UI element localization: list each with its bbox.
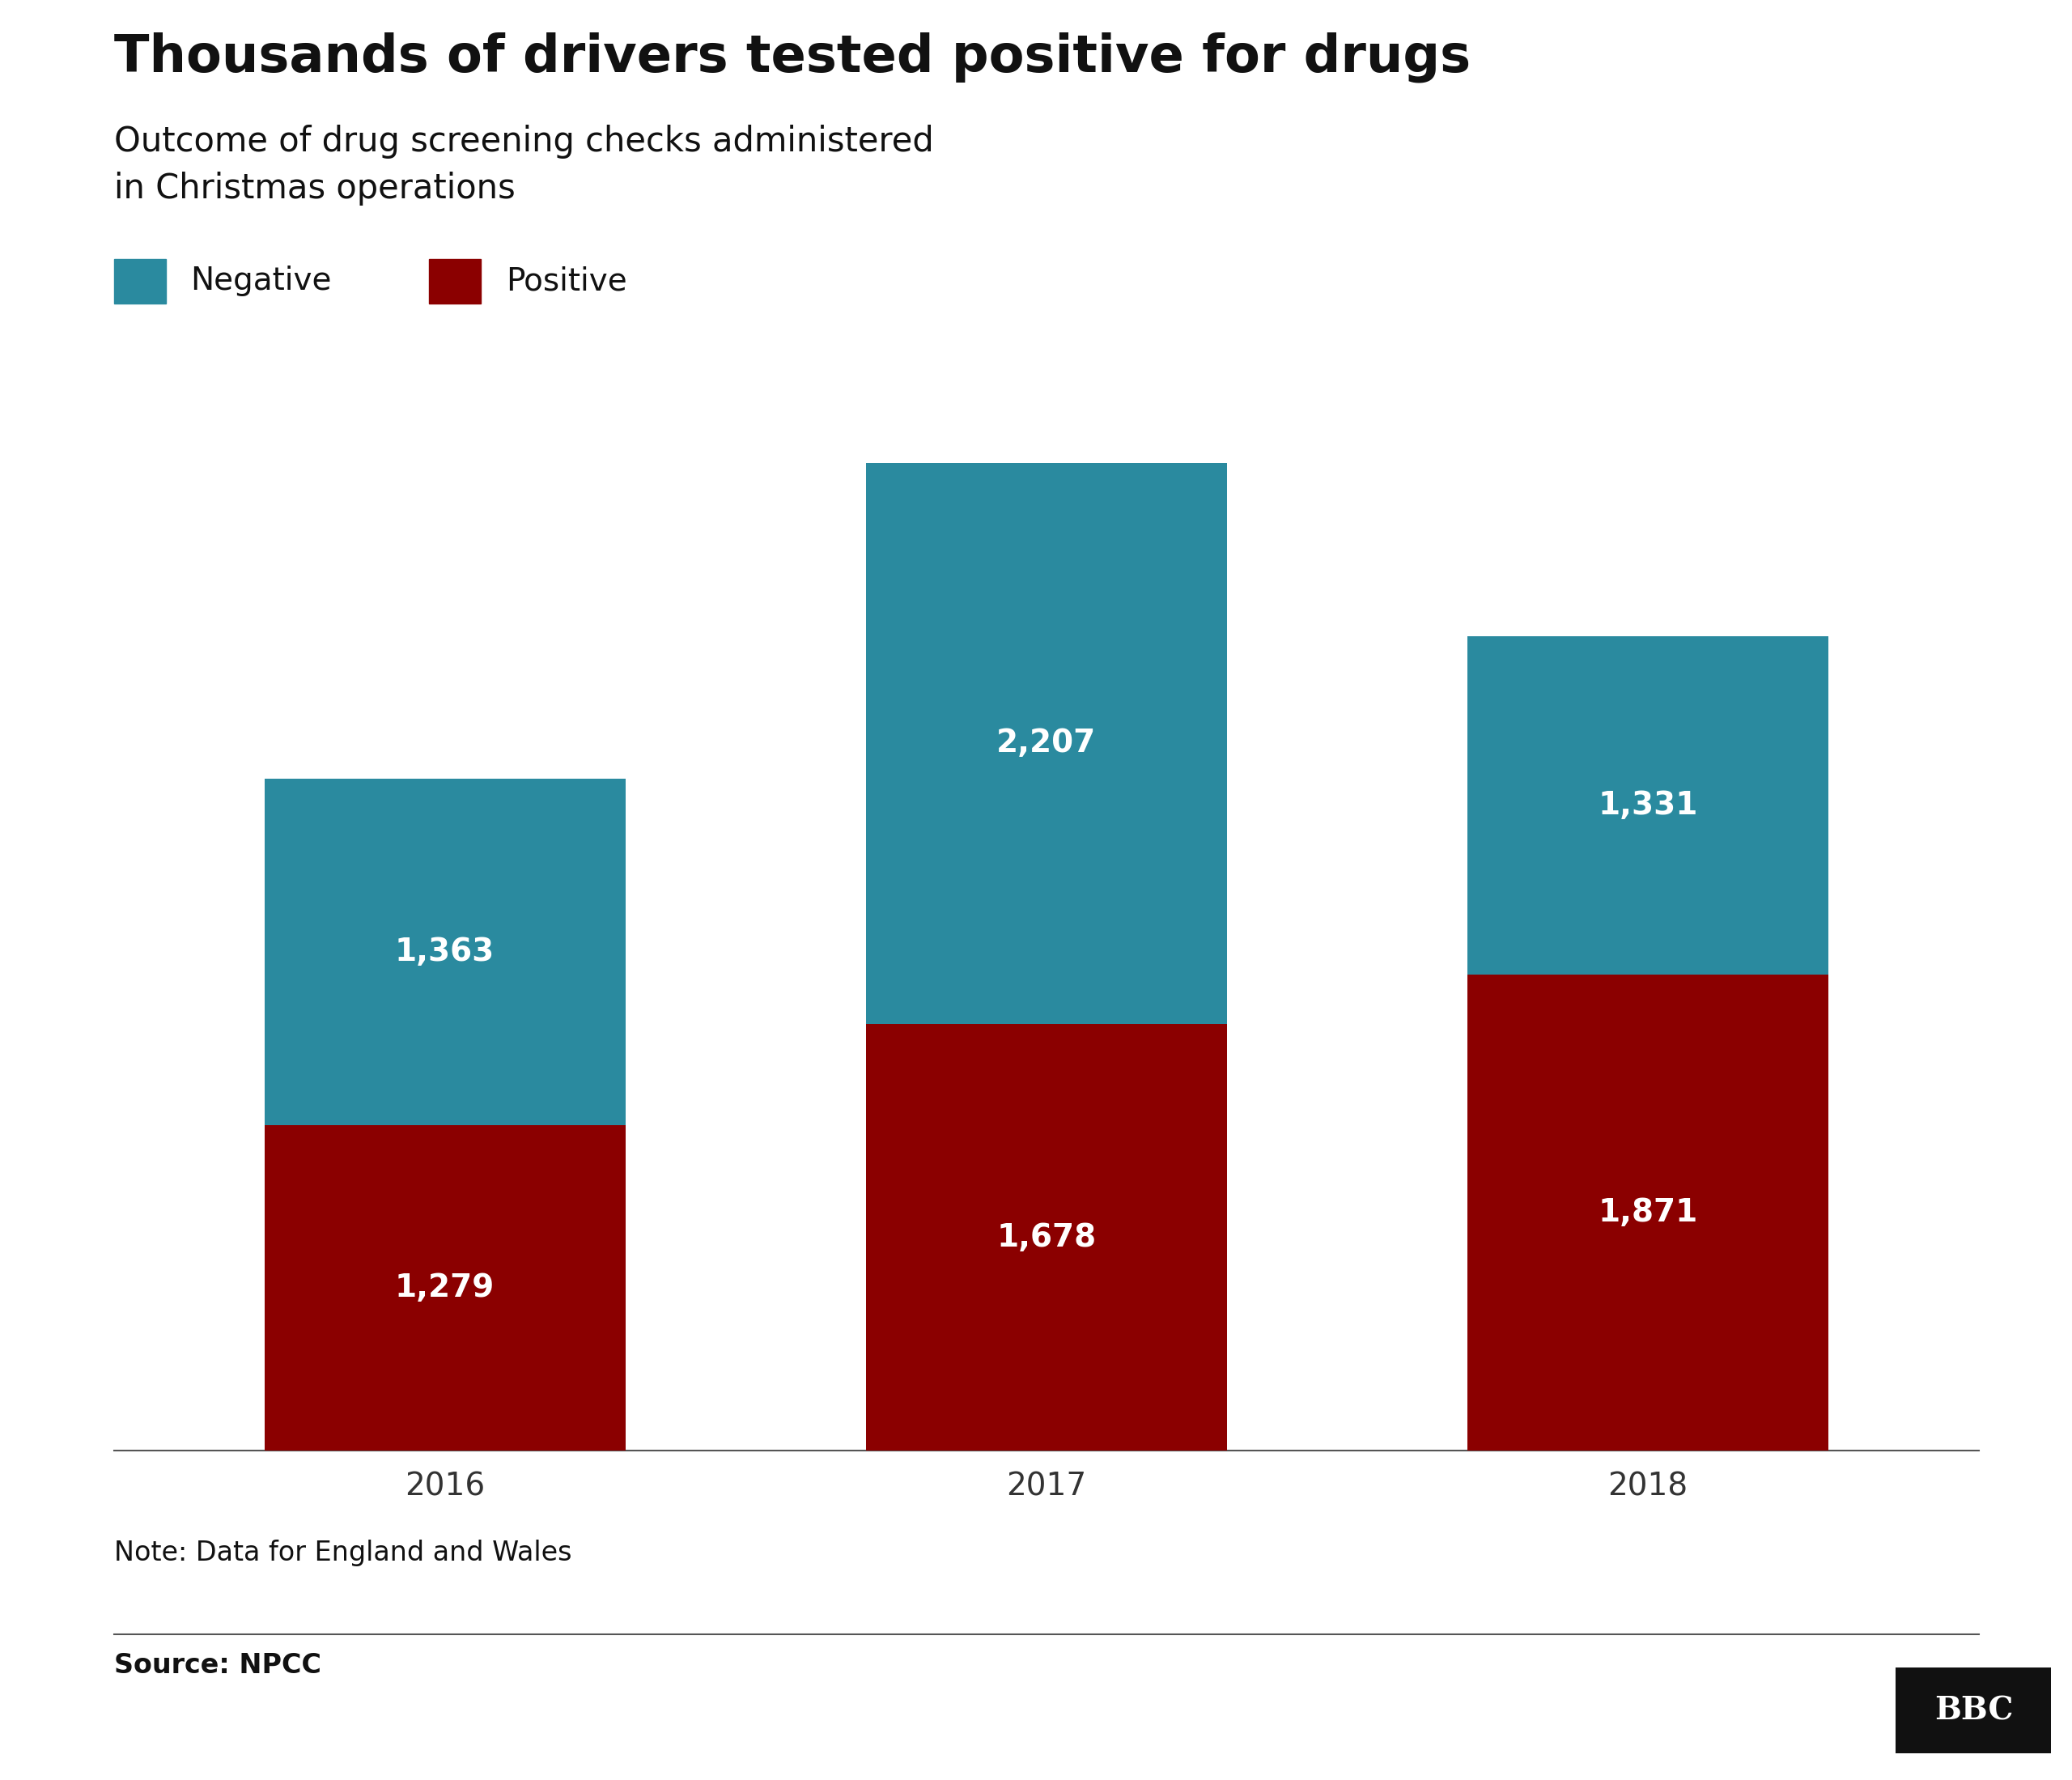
- Bar: [1467, 637, 1828, 975]
- Bar: [429, 258, 481, 303]
- Text: 1,279: 1,279: [396, 1273, 495, 1303]
- Text: Positive: Positive: [506, 265, 626, 297]
- Bar: [265, 1125, 626, 1451]
- Bar: [866, 463, 1227, 1023]
- Text: Source: NPCC: Source: NPCC: [114, 1652, 321, 1679]
- Bar: [114, 258, 166, 303]
- Text: Thousands of drivers tested positive for drugs: Thousands of drivers tested positive for…: [114, 32, 1471, 82]
- Text: Note: Data for England and Wales: Note: Data for England and Wales: [114, 1540, 572, 1566]
- Text: BBC: BBC: [1933, 1695, 2014, 1727]
- Bar: [1467, 975, 1828, 1451]
- Text: 1,363: 1,363: [396, 936, 495, 968]
- Text: 1,871: 1,871: [1598, 1198, 1697, 1228]
- Text: Negative: Negative: [191, 265, 332, 297]
- Bar: [866, 1023, 1227, 1451]
- Text: 1,331: 1,331: [1598, 790, 1697, 821]
- Bar: [265, 780, 626, 1125]
- Text: Outcome of drug screening checks administered
in Christmas operations: Outcome of drug screening checks adminis…: [114, 125, 934, 206]
- Text: 1,678: 1,678: [997, 1223, 1096, 1253]
- Text: 2,207: 2,207: [997, 728, 1096, 758]
